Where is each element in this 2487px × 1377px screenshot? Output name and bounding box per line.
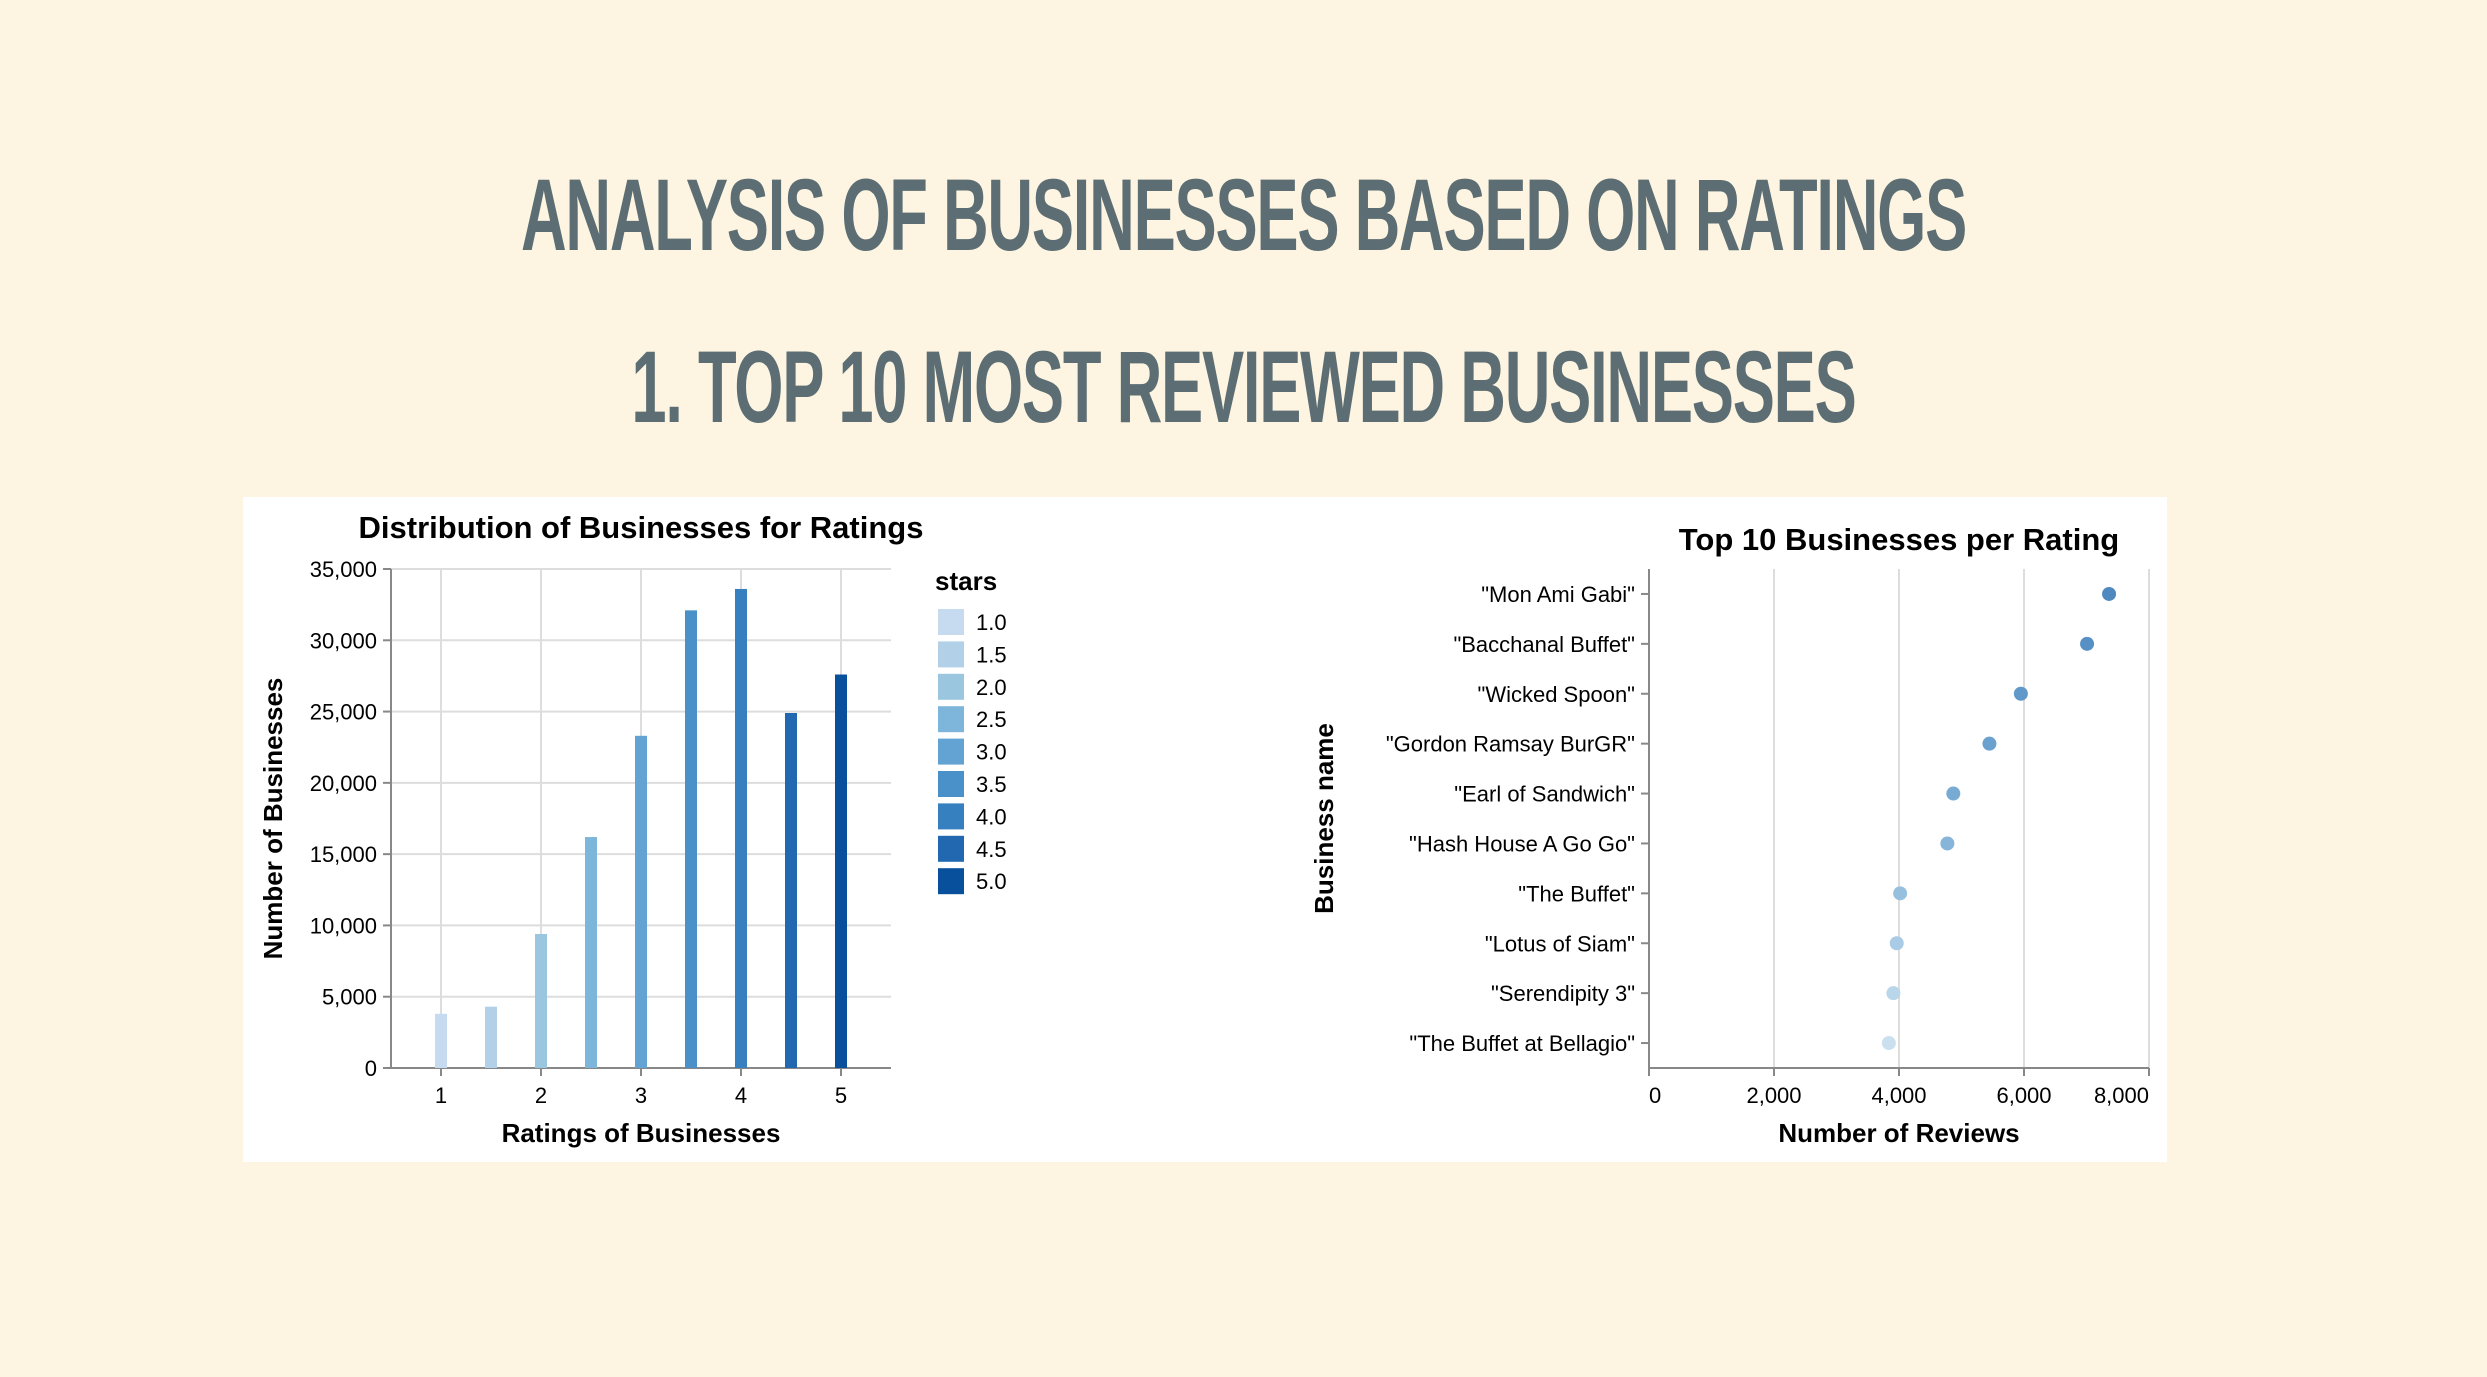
x-tick-label: 6,000 <box>1996 1083 2051 1108</box>
y-tick-label: "Lotus of Siam" <box>1485 931 1635 956</box>
charts-panel: Distribution of Businesses for Ratings 0 5… <box>243 497 2167 1162</box>
x-tick-label: 2 <box>535 1083 547 1108</box>
legend-swatch <box>938 835 964 862</box>
y-tick-label: 15,000 <box>310 842 377 867</box>
x-tick-label: 0 <box>1649 1083 1661 1108</box>
y-tick-label: "Wicked Spoon" <box>1478 682 1635 707</box>
data-point <box>1940 836 1955 851</box>
bar <box>635 735 647 1068</box>
bar <box>785 712 797 1068</box>
y-tick-label: "Mon Ami Gabi" <box>1481 582 1635 607</box>
y-tick-label: 35,000 <box>310 557 377 582</box>
legend-label: 1.0 <box>976 610 1007 635</box>
y-tick-label: "Serendipity 3" <box>1491 981 1635 1006</box>
x-axis-title: Number of Reviews <box>1778 1118 2019 1148</box>
page-title: ANALYSIS OF BUSINESSES BASED ON RATINGS <box>520 158 1967 272</box>
legend-swatch <box>938 771 964 797</box>
bar <box>585 837 597 1068</box>
data-point <box>1889 936 1904 951</box>
y-tick-label: "Bacchanal Buffet" <box>1453 632 1635 657</box>
x-tick-label: 1 <box>435 1083 447 1108</box>
data-point <box>1886 986 1901 1001</box>
legend-label: 3.0 <box>976 740 1007 765</box>
x-axis-title: Ratings of Businesses <box>502 1118 781 1148</box>
legend-swatch <box>938 609 964 635</box>
ratings-distribution-chart: Distribution of Businesses for Ratings 0 5… <box>258 510 1007 1148</box>
x-tick-label: 4,000 <box>1871 1083 1926 1108</box>
legend-label: 3.5 <box>976 772 1007 797</box>
data-point <box>2080 636 2095 651</box>
data-point <box>1881 1036 1896 1051</box>
data-point <box>1982 736 1997 751</box>
x-tick-label: 4 <box>735 1083 747 1108</box>
y-tick-label: 0 <box>365 1056 377 1081</box>
x-tick-label: 8,000 <box>2094 1083 2149 1108</box>
legend-label: 4.5 <box>976 837 1007 862</box>
legend-label: 4.0 <box>976 804 1007 829</box>
legend-swatch <box>938 803 964 830</box>
y-axis-title: Business name <box>1309 723 1339 914</box>
section-title: 1. TOP 10 MOST REVIEWED BUSINESSES <box>631 330 1856 444</box>
y-tick-label: "The Buffet at Bellagio" <box>1409 1031 1635 1056</box>
y-tick-label: 20,000 <box>310 771 377 796</box>
x-tick-label: 2,000 <box>1746 1083 1801 1108</box>
data-point <box>1946 786 1961 801</box>
y-tick-label: 30,000 <box>310 628 377 653</box>
y-axis-title: Number of Businesses <box>258 678 288 960</box>
x-tick-label: 3 <box>635 1083 647 1108</box>
legend-swatch <box>938 706 964 733</box>
bar <box>685 610 697 1068</box>
y-tick-label: "Gordon Ramsay BurGR" <box>1386 732 1635 757</box>
legend-label: 2.5 <box>976 707 1007 732</box>
legend-label: 5.0 <box>976 869 1007 894</box>
legend-label: 2.0 <box>976 675 1007 700</box>
legend-title: stars <box>935 566 997 596</box>
y-tick-label: 5,000 <box>322 985 377 1010</box>
y-tick-label: "Hash House A Go Go" <box>1409 831 1635 856</box>
data-point <box>2013 686 2028 701</box>
bar <box>735 588 747 1068</box>
bar <box>435 1013 447 1068</box>
legend-swatch <box>938 673 964 700</box>
legend-swatch <box>938 868 964 895</box>
chart-title: Top 10 Businesses per Rating <box>1679 522 2119 557</box>
y-tick-label: "The Buffet" <box>1518 881 1635 906</box>
legend-swatch <box>938 738 964 765</box>
data-point <box>2102 586 2117 601</box>
y-tick-label: "Earl of Sandwich" <box>1454 782 1635 807</box>
bar <box>485 1006 497 1068</box>
top-businesses-chart: Top 10 Businesses per Rating 0 2,000 4,000 6… <box>1309 522 2150 1148</box>
legend-swatch <box>938 641 964 668</box>
y-tick-label: 10,000 <box>310 913 377 938</box>
data-point <box>1893 886 1908 901</box>
x-tick-label: 5 <box>835 1083 847 1108</box>
y-tick-label: 25,000 <box>310 700 377 725</box>
bar <box>835 674 847 1068</box>
legend-label: 1.5 <box>976 642 1007 667</box>
bar <box>535 933 547 1068</box>
chart-title: Distribution of Businesses for Ratings <box>359 510 924 545</box>
